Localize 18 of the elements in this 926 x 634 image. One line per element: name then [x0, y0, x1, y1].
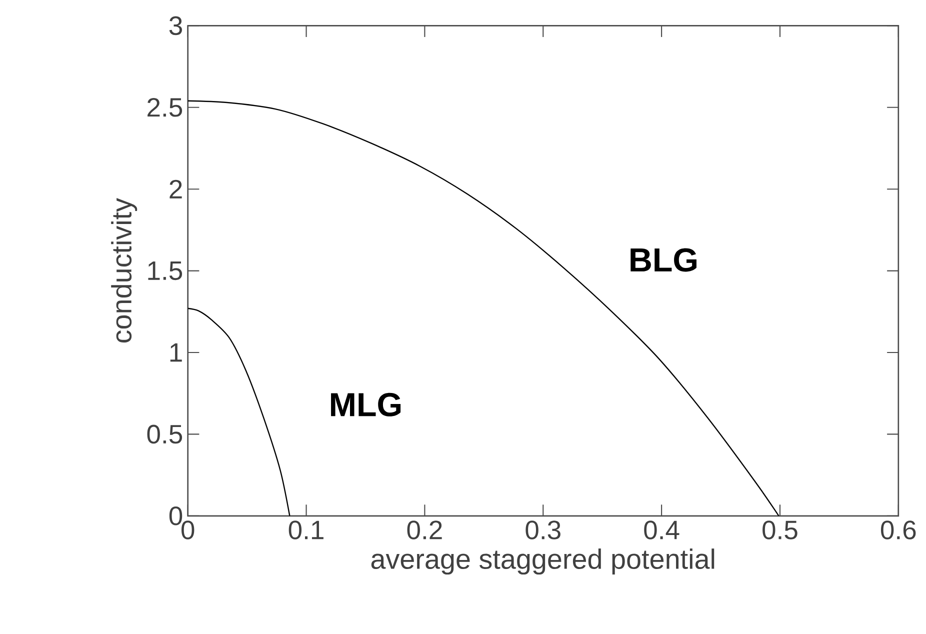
- y-tick-label: 2: [170, 180, 182, 198]
- y-tick-label: 0.5: [147, 424, 182, 444]
- x-tick-label: 0.3: [526, 520, 560, 540]
- x-tick-label: 0: [182, 520, 194, 540]
- y-tick-label: 3: [169, 16, 182, 36]
- series-label: BLG: [630, 248, 696, 272]
- x-tick-label: 0.6: [880, 520, 916, 540]
- y-tick-label: 0: [169, 506, 182, 526]
- y-axis-title: conductivity: [111, 198, 138, 343]
- x-tick-label: 0.1: [288, 520, 324, 540]
- y-tick-label: 2.5: [148, 98, 182, 117]
- y-tick-label: 1: [170, 343, 182, 362]
- series-label: MLG: [331, 392, 401, 416]
- x-tick-label: 0.5: [762, 520, 798, 540]
- y-tick-label: 1.5: [148, 262, 182, 280]
- x-tick-label: 0.2: [407, 520, 442, 540]
- x-tick-label: 0.4: [644, 520, 680, 540]
- x-axis-title: average staggered potential: [371, 548, 714, 575]
